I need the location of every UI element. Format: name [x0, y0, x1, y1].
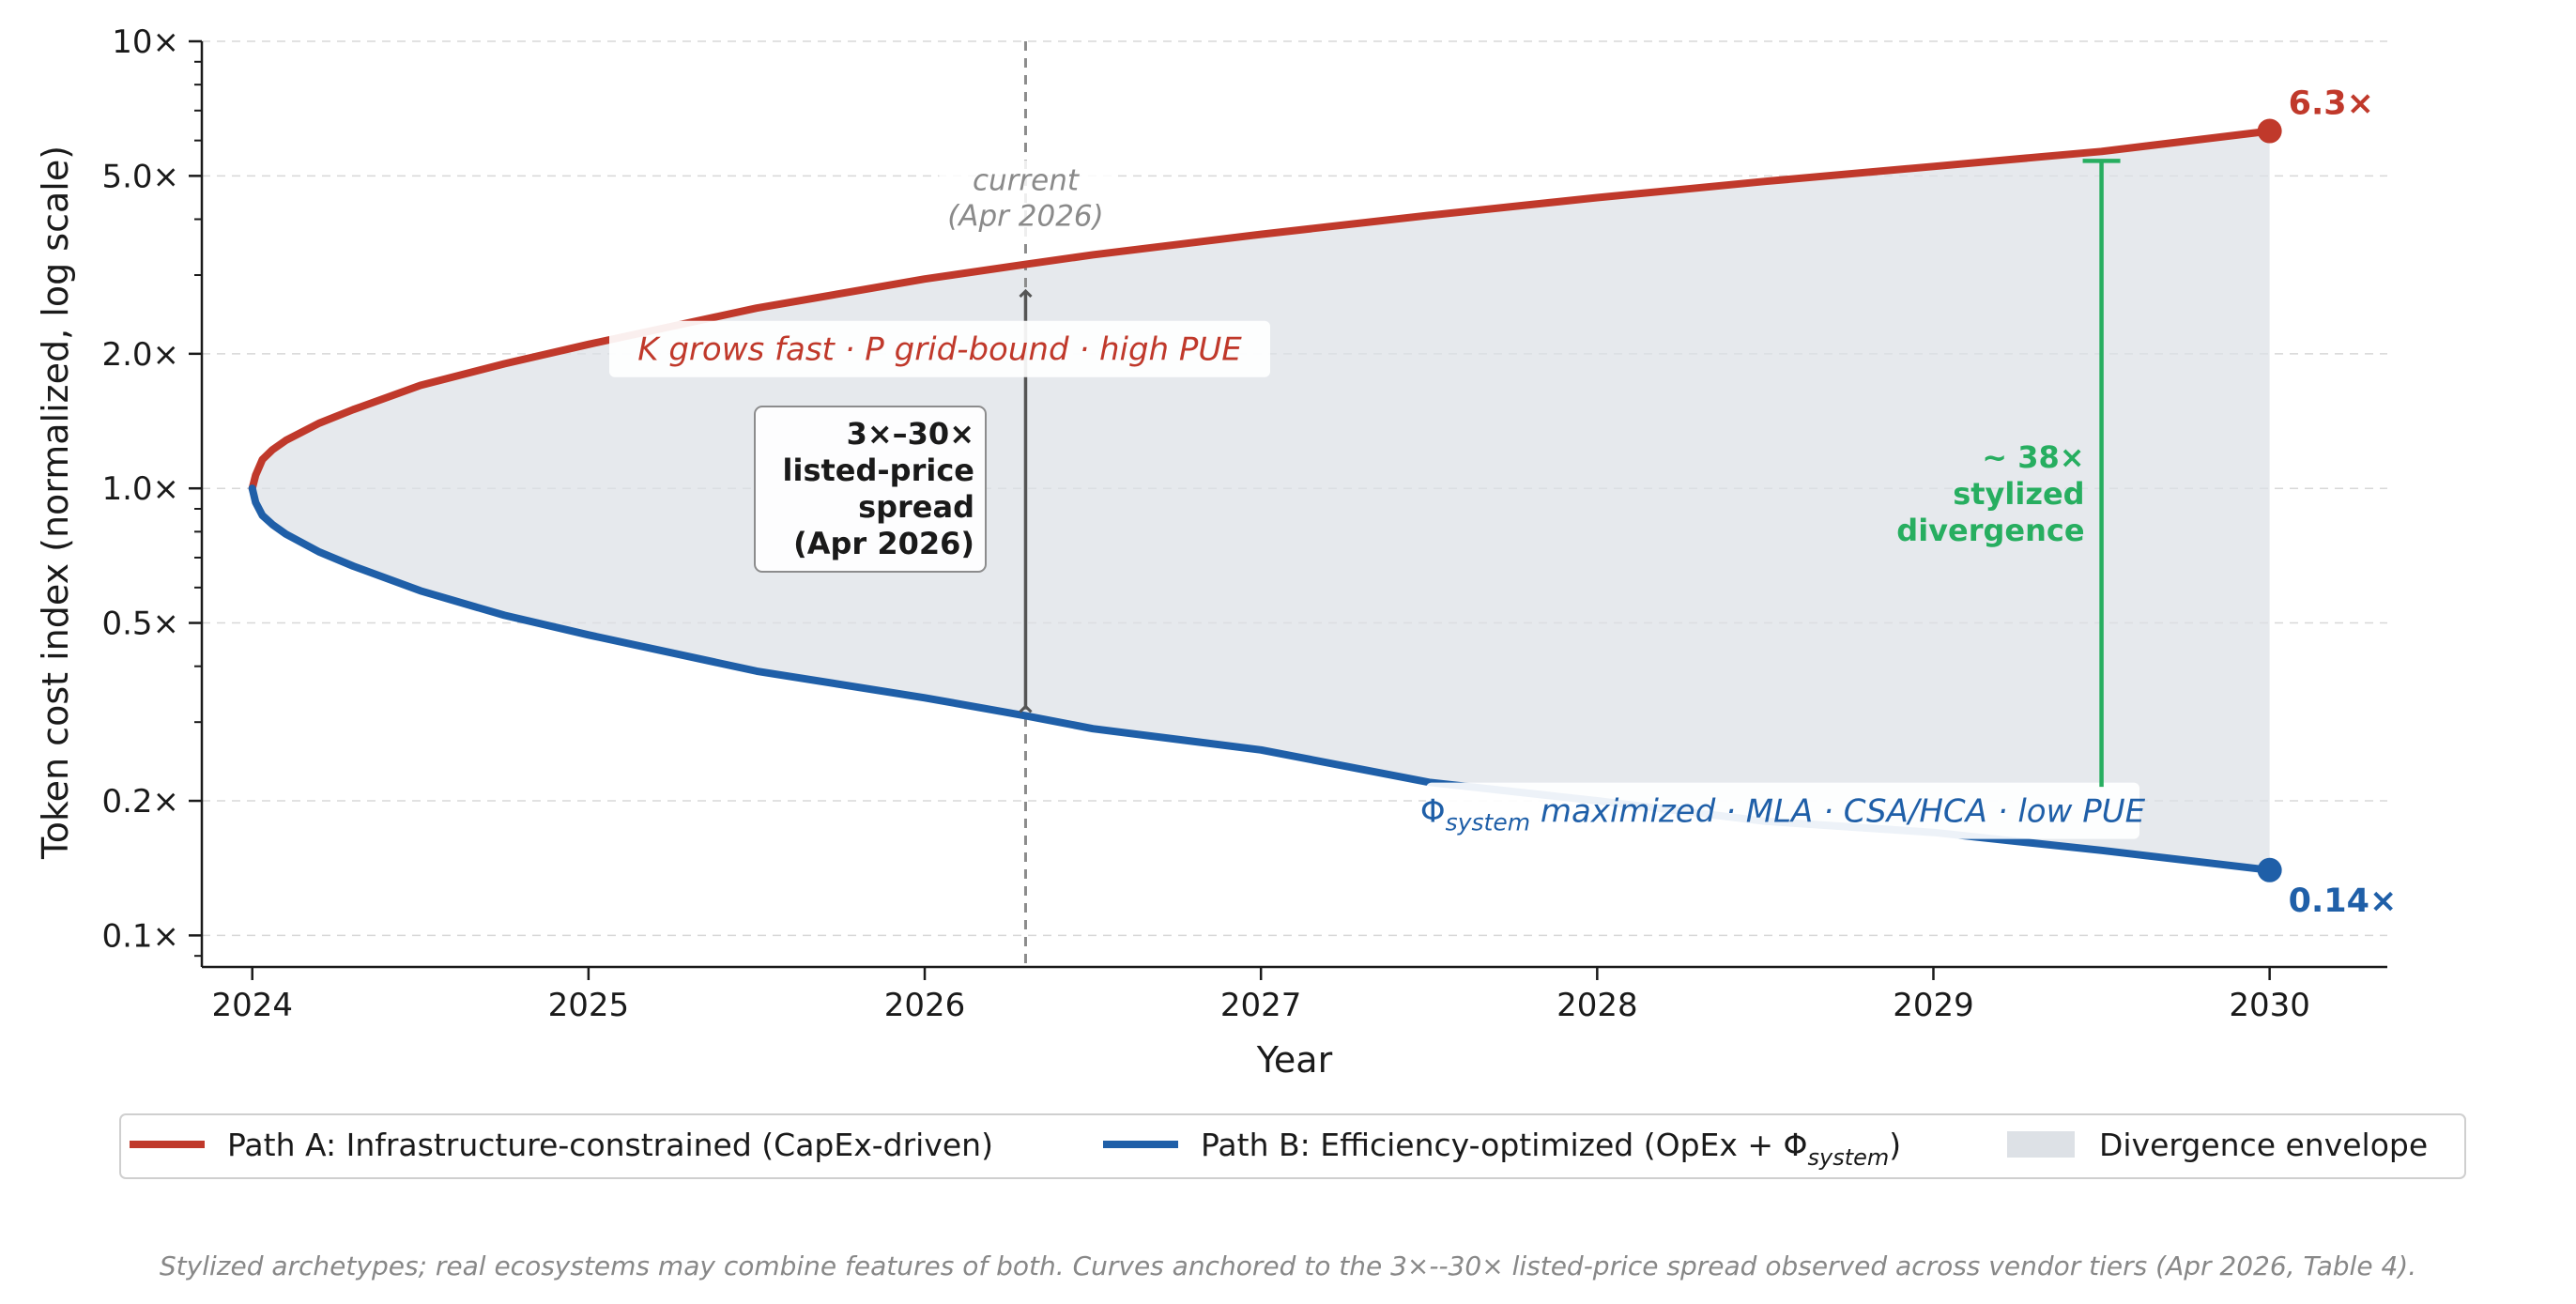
path-b-label-rest: maximized · MLA · CSA/HCA · low PUE [1530, 793, 2146, 831]
end-label-path-a: 6.3× [2289, 85, 2374, 123]
legend-label-path-b: Path B: Efficiency-optimized (OpEx + Φsy… [1201, 1127, 1901, 1171]
legend-label-path-a: Path A: Infrastructure-constrained (CapE… [227, 1127, 993, 1163]
divergence-label-line: divergence [1896, 513, 2084, 548]
x-tick-label: 2026 [884, 987, 966, 1024]
spread-box [754, 406, 987, 573]
current-label-line-2: (Apr 2026) [947, 200, 1104, 234]
current-label-line-1: current [973, 164, 1081, 198]
x-tick-label: 2027 [1220, 987, 1302, 1024]
y-tick-label: 2.0× [101, 336, 179, 374]
path-b-label-sub: system [1446, 809, 1530, 836]
footnote: Stylized archetypes; real ecosystems may… [160, 1250, 2416, 1281]
divergence-label-line: ~ 38× [1982, 439, 2084, 475]
legend: Path A: Infrastructure-constrained (CapE… [119, 1113, 2466, 1179]
legend-label-path-b-main: Path B: Efficiency-optimized (OpEx + Φ [1201, 1127, 1808, 1163]
path-b-label: Φsystem maximized · MLA · CSA/HCA · low … [1420, 793, 2146, 836]
path-b-label-phi: Φ [1420, 793, 1446, 831]
legend-label-path-b-suffix: ) [1889, 1127, 1901, 1163]
legend-swatch-envelope [2007, 1131, 2075, 1158]
end-point-path-a [2257, 118, 2282, 144]
path-a-label-bg [609, 320, 1270, 377]
divergence-label-line: stylized [1953, 476, 2084, 512]
path-b-label-bg [1426, 782, 2139, 839]
y-tick-label: 1.0× [101, 470, 179, 508]
spread-box-line: 3×–30× [847, 416, 974, 452]
legend-label-path-b-sub: system [1808, 1144, 1890, 1171]
legend-frame [119, 1113, 2466, 1179]
y-tick-label: 5.0× [101, 158, 179, 195]
spread-box-line: (Apr 2026) [793, 526, 974, 561]
series-line-path-a [248, 127, 2274, 493]
y-tick-label: 10× [112, 23, 179, 61]
path-a-label: K grows fast · P grid-bound · high PUE [637, 331, 1242, 369]
legend-label-envelope: Divergence envelope [2099, 1127, 2428, 1163]
x-tick-label: 2028 [1556, 987, 1638, 1024]
annotation-layer: current(Apr 2026)K grows fast · P grid-b… [609, 159, 2146, 839]
y-axis-title: Token cost index (normalized, log scale) [35, 146, 76, 860]
spread-box-line: listed-price [783, 453, 975, 488]
y-tick-label: 0.5× [101, 606, 179, 643]
x-tick-label: 2029 [1893, 987, 1974, 1024]
y-tick-label: 0.1× [101, 917, 179, 955]
envelope-layer [252, 130, 2270, 870]
end-label-path-b: 0.14× [2289, 882, 2398, 920]
current-label-bg [939, 160, 1112, 243]
x-tick-label: 2025 [548, 987, 630, 1024]
x-tick-label: 2030 [2229, 987, 2310, 1024]
axes-layer: 0.1× 0.2× 0.5× 1.0× 2.0× 5.0× 10× 2024 2025 2026 2… [101, 23, 2387, 1024]
end-point-path-b [2257, 857, 2282, 882]
spread-box-line: spread [858, 489, 974, 525]
y-tick-label: 0.2× [101, 783, 179, 821]
x-tick-label: 2024 [211, 987, 293, 1024]
x-axis-title: Year [1256, 1039, 1333, 1081]
divergence-envelope [252, 130, 2270, 870]
